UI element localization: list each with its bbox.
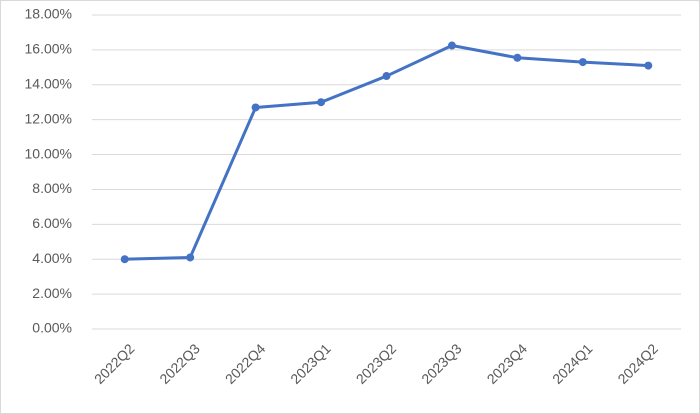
- y-tick-label: 6.00%: [32, 215, 72, 231]
- marker: [513, 53, 522, 62]
- y-tick-label: 4.00%: [32, 250, 72, 266]
- marker: [186, 253, 195, 262]
- y-tick-label: 18.00%: [25, 6, 72, 22]
- marker: [120, 255, 129, 264]
- y-tick-label: 12.00%: [25, 110, 72, 126]
- marker: [578, 58, 587, 67]
- y-tick-label: 16.00%: [25, 41, 72, 57]
- y-tick-label: 14.00%: [25, 75, 72, 91]
- marker: [447, 41, 456, 50]
- y-tick-label: 8.00%: [32, 180, 72, 196]
- marker: [251, 103, 260, 112]
- marker: [644, 61, 653, 70]
- marker: [317, 98, 326, 107]
- marker: [382, 72, 391, 81]
- y-tick-label: 2.00%: [32, 285, 72, 301]
- y-tick-label: 0.00%: [32, 320, 72, 336]
- y-tick-label: 10.00%: [25, 145, 72, 161]
